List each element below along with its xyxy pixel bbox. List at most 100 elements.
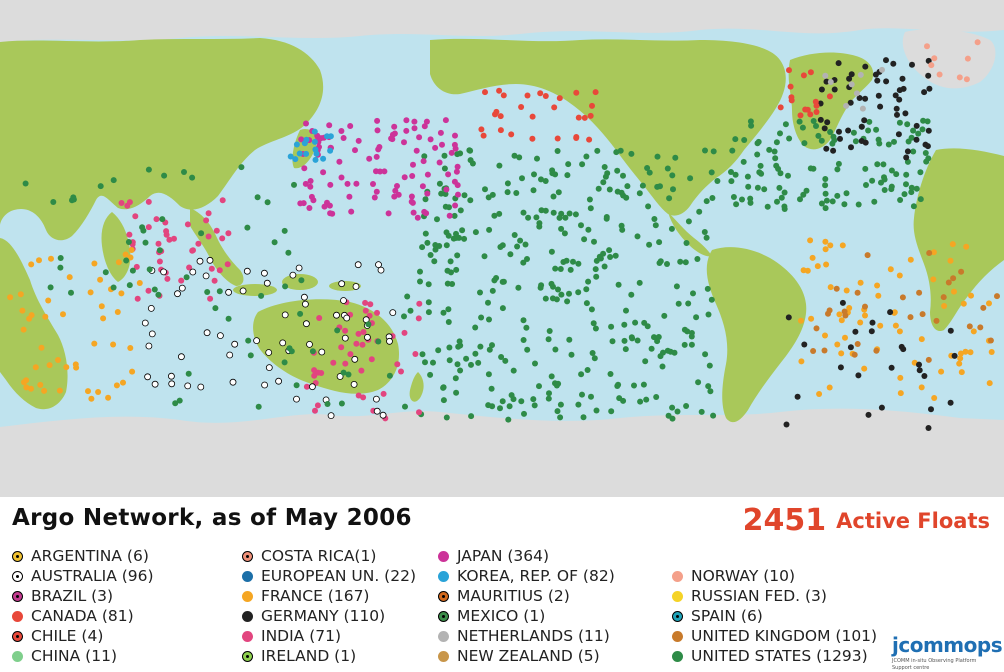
float-marker — [520, 337, 527, 343]
float-marker — [312, 407, 318, 414]
float-marker — [510, 396, 517, 403]
float-marker — [457, 207, 464, 214]
float-marker — [497, 113, 504, 120]
float-marker — [47, 284, 54, 291]
float-marker — [348, 208, 355, 215]
float-marker — [546, 390, 552, 397]
float-marker — [293, 382, 300, 389]
float-marker — [536, 220, 543, 227]
float-marker — [350, 380, 358, 388]
float-marker — [974, 39, 981, 46]
marker-center-dot — [16, 594, 19, 598]
float-marker — [508, 131, 515, 138]
float-marker — [28, 261, 35, 268]
float-marker — [592, 266, 599, 273]
float-marker — [827, 79, 834, 85]
legend-label: RUSSIAN FED. (3) — [691, 587, 827, 605]
legend-item: COSTA RICA(1) — [242, 546, 376, 566]
float-marker — [600, 250, 607, 257]
float-marker — [917, 169, 924, 176]
float-marker — [798, 358, 805, 365]
float-marker — [292, 156, 299, 163]
float-marker — [442, 117, 449, 124]
float-marker — [271, 239, 278, 246]
float-marker — [878, 404, 885, 411]
float-marker — [951, 352, 958, 359]
island — [233, 284, 277, 296]
legend-label: FRANCE (167) — [261, 587, 370, 605]
float-marker — [48, 255, 54, 262]
float-marker — [115, 259, 122, 266]
float-marker — [964, 55, 971, 62]
float-marker — [296, 150, 303, 157]
float-marker — [320, 155, 327, 162]
float-marker — [432, 242, 439, 248]
float-marker — [614, 383, 621, 389]
float-marker — [373, 153, 380, 160]
float-marker — [594, 147, 601, 154]
float-marker — [822, 190, 829, 197]
float-marker — [945, 279, 952, 286]
float-marker — [705, 383, 712, 390]
float-marker — [307, 178, 314, 184]
float-marker — [644, 165, 651, 171]
float-marker — [499, 242, 506, 249]
float-marker — [446, 212, 453, 219]
float-marker — [583, 300, 590, 307]
float-marker — [422, 359, 428, 366]
float-marker — [913, 136, 920, 143]
float-marker — [893, 171, 900, 178]
legend-item: NORWAY (10) — [672, 566, 795, 586]
float-marker — [829, 198, 836, 205]
float-marker — [548, 248, 555, 255]
float-marker — [549, 295, 556, 302]
float-marker — [645, 203, 652, 210]
float-marker — [807, 111, 814, 118]
float-marker — [695, 379, 702, 386]
float-marker — [917, 196, 924, 203]
float-marker — [264, 199, 271, 206]
float-marker — [374, 117, 381, 124]
float-marker — [837, 364, 844, 371]
float-marker — [994, 293, 1000, 300]
float-marker — [957, 355, 964, 362]
float-marker — [275, 377, 283, 385]
float-marker — [667, 348, 674, 355]
float-marker — [216, 267, 223, 274]
float-marker — [646, 169, 653, 176]
float-marker — [875, 136, 882, 143]
float-marker — [862, 165, 869, 172]
float-marker — [456, 338, 463, 345]
float-marker — [485, 299, 491, 306]
float-marker — [72, 361, 79, 368]
float-marker — [374, 127, 381, 134]
float-marker — [646, 241, 653, 248]
marker-center-dot — [246, 654, 249, 658]
float-marker — [615, 281, 622, 288]
legend-label: BRAZIL (3) — [31, 587, 114, 605]
float-marker — [842, 334, 848, 341]
float-marker — [825, 310, 831, 317]
float-marker — [683, 403, 690, 409]
float-marker — [407, 307, 414, 314]
float-marker — [504, 180, 511, 187]
float-marker — [787, 83, 794, 90]
legend-label: JAPAN (364) — [457, 547, 550, 565]
float-marker — [910, 203, 917, 210]
legend-item: FRANCE (167) — [242, 586, 369, 606]
float-marker — [302, 180, 309, 187]
float-marker — [821, 347, 828, 354]
float-marker — [928, 62, 935, 69]
float-marker — [486, 316, 492, 323]
float-marker — [923, 158, 930, 165]
float-marker — [807, 165, 814, 172]
float-marker — [542, 207, 549, 214]
float-marker — [452, 202, 459, 209]
float-marker — [550, 209, 557, 216]
float-marker — [375, 338, 382, 345]
float-marker — [118, 200, 125, 206]
legend-marker-icon — [438, 570, 449, 582]
float-marker — [548, 280, 555, 287]
float-marker — [489, 342, 495, 349]
float-marker — [403, 127, 410, 134]
